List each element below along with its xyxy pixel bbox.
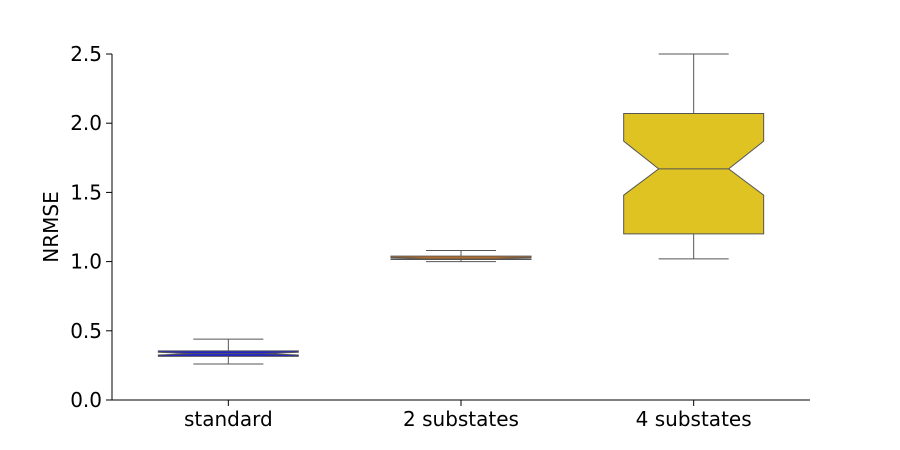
x-tick-label: 4 substates bbox=[636, 407, 752, 431]
y-tick-label: 1.0 bbox=[70, 250, 102, 274]
y-tick-label: 0.5 bbox=[70, 319, 102, 343]
box-standard bbox=[157, 338, 299, 365]
box-4-substates bbox=[623, 53, 765, 260]
x-tick-label: standard bbox=[184, 407, 273, 431]
y-axis-ticks: 0.0 0.5 1.0 1.5 2.0 2.5 bbox=[70, 42, 112, 412]
y-tick-label: 0.0 bbox=[70, 388, 102, 412]
y-axis-label: NRMSE bbox=[39, 191, 63, 262]
x-axis-ticks: standard 2 substates 4 substates bbox=[184, 400, 752, 431]
y-tick-label: 2.0 bbox=[70, 111, 102, 135]
box-2-substates bbox=[390, 250, 532, 263]
y-tick-label: 2.5 bbox=[70, 42, 102, 66]
x-tick-label: 2 substates bbox=[403, 407, 519, 431]
box-body bbox=[623, 113, 765, 235]
boxes bbox=[157, 53, 765, 365]
y-tick-label: 1.5 bbox=[70, 180, 102, 204]
